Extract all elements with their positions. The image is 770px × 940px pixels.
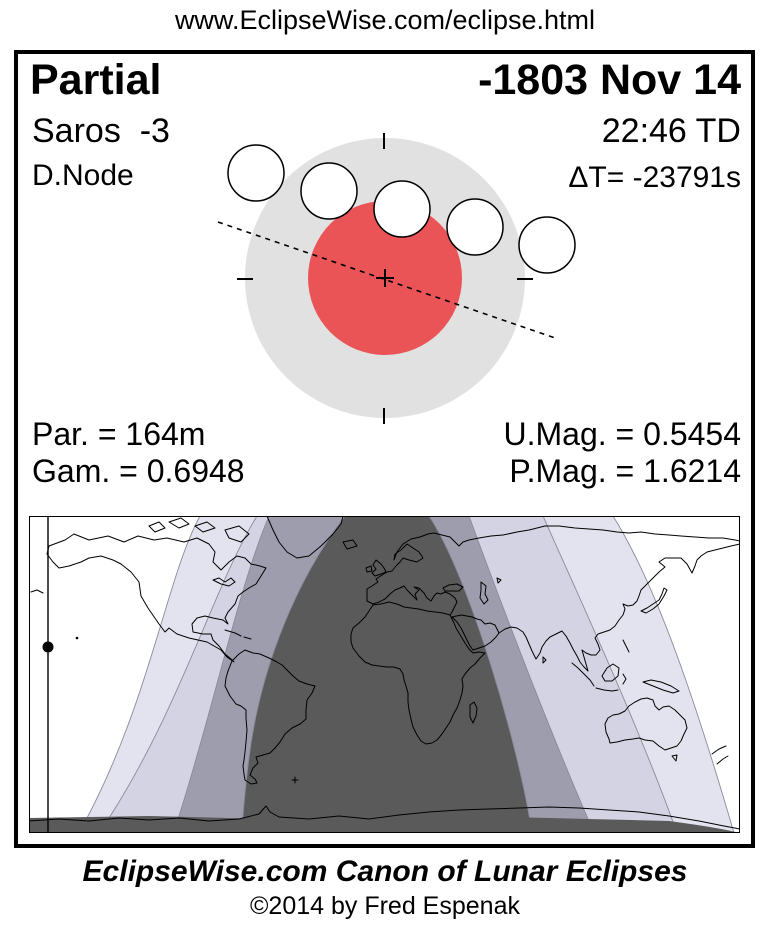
coastlines	[29, 516, 740, 830]
shadow-geometry-diagram	[217, 133, 576, 424]
coast-europe-atlantic	[366, 525, 740, 590]
shadow-center-cross	[376, 269, 394, 287]
canon-title: EclipseWise.com Canon of Lunar Eclipses	[82, 855, 688, 888]
hawaii-dot	[75, 636, 79, 640]
coast-new-zealand	[711, 745, 729, 765]
moon-position-5	[518, 216, 576, 274]
umbral-magnitude: U.Mag. = 0.5454	[503, 416, 741, 452]
copyright-notice: ©2014 by Fred Espenak	[250, 892, 520, 920]
coast-inland-seas	[442, 577, 502, 605]
saros-number: Saros -3	[32, 112, 170, 150]
band-entire-eclipse-visible	[241, 516, 533, 833]
coast-antarctica	[29, 805, 740, 830]
coast-south-asia	[498, 543, 740, 672]
coast-british-isles	[365, 559, 387, 577]
map-frame	[29, 516, 740, 833]
coast-great-lakes	[212, 577, 236, 587]
delta-t-value: ΔT= -23791s	[568, 161, 741, 194]
moon-position-1	[227, 144, 285, 202]
coast-caribbean	[224, 629, 252, 640]
moon-position-2	[300, 162, 358, 220]
shadow-axis-ticks	[237, 133, 533, 424]
moon-position-4	[446, 198, 504, 256]
coast-arctic-islands	[148, 517, 358, 550]
coast-small-islands	[30, 589, 299, 784]
coast-australia	[604, 697, 688, 762]
coast-south-america	[224, 649, 316, 785]
visibility-bands	[29, 516, 740, 833]
coast-mediterranean	[366, 585, 458, 616]
coast-africa	[350, 601, 486, 745]
visibility-world-map	[29, 516, 740, 833]
antarctic-dark-strip	[29, 815, 740, 833]
page-url: www.EclipseWise.com/eclipse.html	[174, 5, 596, 35]
gamma-value: Gam. = 0.6948	[32, 453, 245, 489]
greatest-eclipse-time: 22:46 TD	[601, 112, 741, 150]
moon-zenith-point	[42, 641, 54, 653]
eclipse-type: Partial	[30, 56, 162, 104]
coast-greenland	[266, 516, 344, 559]
coast-indonesia	[571, 639, 680, 694]
coast-north-america	[46, 533, 267, 663]
coast-arabia	[451, 614, 500, 651]
coast-madagascar	[469, 701, 478, 724]
eclipse-figure-frame: Partial -1803 Nov 14 Saros -3 22:46 TD D…	[14, 50, 755, 848]
node-type: D.Node	[32, 159, 134, 192]
penumbral-magnitude: P.Mag. = 1.6214	[509, 453, 741, 489]
partial-duration: Par. = 164m	[32, 416, 206, 452]
eclipse-date: -1803 Nov 14	[478, 56, 741, 104]
moon-position-3	[373, 180, 431, 238]
coast-japan	[542, 587, 668, 664]
moon-path-positions	[227, 144, 576, 274]
